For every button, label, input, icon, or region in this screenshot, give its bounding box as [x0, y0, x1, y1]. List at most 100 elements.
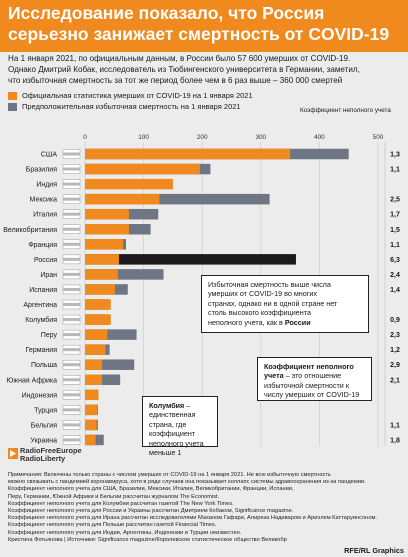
note-line: можно связывать с пандемией коронавируса…: [8, 479, 366, 486]
callout-russia-line: Избыточная смертность выше числа: [208, 280, 331, 289]
pl-flag-icon: [62, 359, 81, 370]
gb-flag-icon: [62, 224, 81, 234]
ratio-value: 6,3: [390, 257, 400, 264]
x-tick-label: 500: [373, 134, 384, 141]
country-label: Германия: [26, 347, 58, 354]
bar-official: [85, 404, 98, 416]
us-flag-icon: [62, 149, 81, 159]
ratio-value: 1,2: [390, 347, 400, 354]
bar-official: [85, 299, 111, 310]
intro-text: На 1 января 2021, по официальным данным,…: [8, 53, 406, 86]
ratio-value: 2,4: [390, 272, 400, 279]
bar-official: [85, 269, 118, 280]
x-tick-label: 200: [197, 134, 208, 141]
intro-line: Однако Дмитрий Кобак, исследователь из Т…: [8, 65, 360, 74]
ratio-value: 1,1: [390, 422, 400, 429]
intro-line: что избыточная смертность за тот же пери…: [8, 76, 343, 85]
ratio-value: 1,1: [390, 242, 400, 249]
x-tick-label: 400: [314, 134, 325, 141]
ratio-value: 1,4: [390, 287, 400, 294]
legend-label-excess: Предположительная избыточная смертность …: [22, 102, 241, 111]
note-line: Коэффициент неполного учета для США, Бра…: [8, 486, 294, 493]
be-flag-icon: [62, 420, 81, 430]
callout-russia-line: неполного учета, как в России: [208, 318, 362, 327]
bar-official: [85, 148, 291, 160]
ir-flag-icon: [62, 269, 81, 280]
bar-official: [85, 359, 102, 370]
id-flag-icon: [62, 390, 81, 400]
bar-official: [85, 178, 173, 190]
legend-swatch-excess: [8, 102, 17, 111]
it-flag-icon: [62, 209, 81, 219]
legend-label-official: Официальная статистика умерших от COVID-…: [22, 91, 253, 100]
country-label: Россия: [34, 257, 57, 264]
tr-flag-icon: [62, 405, 81, 415]
bar-chart: 0 100 200 300 400 500 США 1,3 Бразилия 1,1 Индия Ме…: [3, 134, 400, 446]
ratio-value: 1,7: [390, 212, 400, 219]
es-flag-icon: [62, 284, 81, 295]
bar-official: [85, 224, 129, 235]
bar-official: [85, 434, 96, 446]
bar-official: [85, 314, 111, 325]
ratio-value: 2,9: [390, 362, 400, 369]
bar-official: [85, 239, 124, 250]
callout-colombia: Колумбия – единственная страна, где коэф…: [142, 396, 218, 457]
ratio-value: 1,5: [390, 227, 400, 234]
country-label: Южная Африка: [6, 377, 57, 384]
country-label: Италия: [33, 212, 57, 219]
x-tick-label: 300: [255, 134, 266, 141]
callout-colombia-bold: Колумбия: [149, 401, 185, 410]
title-line-2: серьезно занижает смертность от COVID-19: [8, 24, 390, 44]
bar-excess: [85, 193, 270, 205]
credit: RFE/RL Graphics: [320, 545, 408, 557]
country-label: Колумбия: [25, 316, 57, 324]
fr-flag-icon: [62, 239, 81, 250]
intro-line: На 1 января 2021, по официальным данным,…: [8, 54, 351, 63]
ar-flag-icon: [62, 299, 81, 310]
ratio-value: 0,9: [390, 317, 400, 324]
ua-flag-icon: [62, 435, 81, 445]
country-label: Аргентина: [23, 302, 57, 309]
callout-coefficient: Коэффициент неполного учета – это отноше…: [257, 357, 372, 401]
country-label: Перу: [41, 332, 58, 339]
de-flag-icon: [62, 344, 81, 355]
bar-official: [85, 389, 99, 401]
callout-coefficient-bold: Коэффициент неполного учета: [264, 362, 354, 381]
country-label: Индия: [36, 182, 57, 189]
in-flag-icon: [62, 179, 81, 189]
pe-flag-icon: [62, 329, 81, 340]
note-line: Кристина Фотьянова | Источники: Signific…: [8, 536, 287, 543]
callout-russia-bold: России: [284, 317, 311, 327]
callout-russia-line: столь высокого коэффициента: [208, 308, 311, 318]
country-label: Бельгия: [31, 422, 57, 429]
bar-official: [85, 419, 97, 431]
rferl-logo-icon: [8, 448, 18, 459]
note-line: Перу, Германии, Южной Африки и Бельгии р…: [8, 493, 220, 500]
ru-flag-icon: [62, 254, 81, 265]
bar-official: [85, 208, 129, 220]
callout-russia: Избыточная смертность выше числа умерших…: [201, 275, 369, 333]
za-flag-icon: [62, 375, 81, 385]
country-label: США: [41, 152, 57, 159]
note-line: Коэффициент неполного учета для Индии, А…: [8, 529, 242, 536]
country-label: Мексика: [30, 197, 58, 204]
bar-excess: [85, 359, 135, 370]
country-label: Бразилия: [26, 167, 57, 174]
note-line: Коэффициент неполного учета для Колумбии…: [8, 500, 234, 507]
x-tick-label: 100: [138, 134, 149, 141]
country-label: Испания: [29, 287, 57, 294]
country-label: Иран: [40, 272, 57, 279]
br-flag-icon: [62, 164, 81, 174]
bar-excess: [85, 329, 137, 340]
co-flag-icon: [62, 314, 81, 325]
callout-colombia-text: – единственная страна, где коэффициент н…: [149, 401, 204, 458]
ratio-value: 1,1: [390, 167, 400, 174]
bar-official: [85, 163, 200, 175]
callout-russia-line: странах, однако ни в одной стране нет: [208, 298, 338, 308]
bar-excess: [85, 374, 121, 385]
bar-excess: [85, 269, 164, 280]
ratio-value: 1,3: [390, 152, 400, 159]
title-banner: Исследование показало, что Россия серьез…: [0, 0, 408, 52]
x-tick-label: 0: [83, 134, 87, 141]
country-label: Украина: [30, 437, 57, 444]
